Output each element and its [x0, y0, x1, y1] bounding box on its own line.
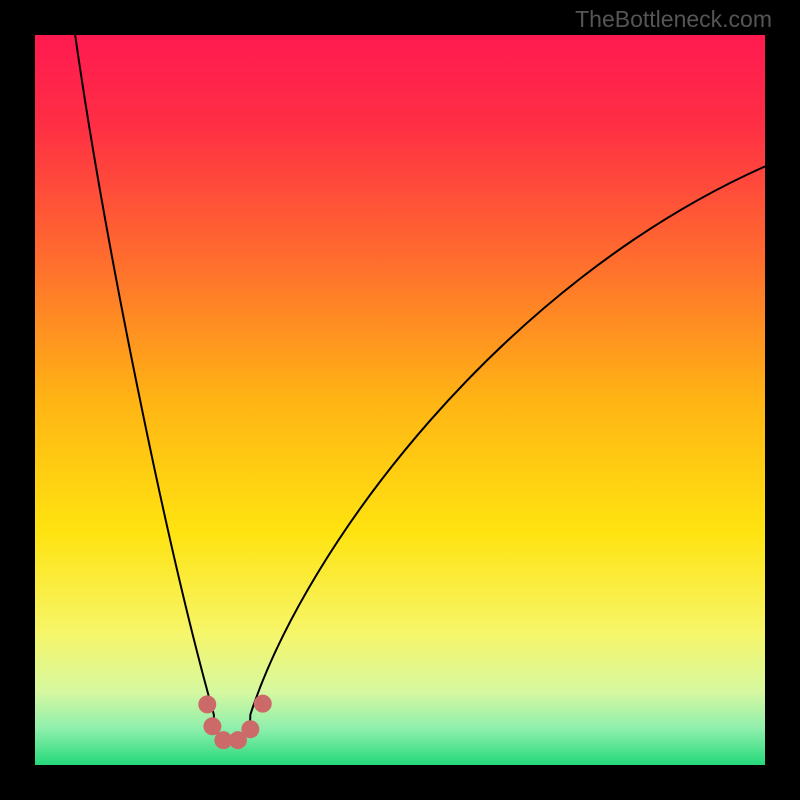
chart-frame: TheBottleneck.com	[0, 0, 800, 800]
watermark-text: TheBottleneck.com	[575, 6, 772, 33]
valley-marker	[241, 720, 259, 738]
plot-area	[35, 35, 765, 765]
chart-svg	[35, 35, 765, 765]
valley-marker	[254, 695, 272, 713]
valley-marker	[198, 695, 216, 713]
gradient-background	[35, 35, 765, 765]
